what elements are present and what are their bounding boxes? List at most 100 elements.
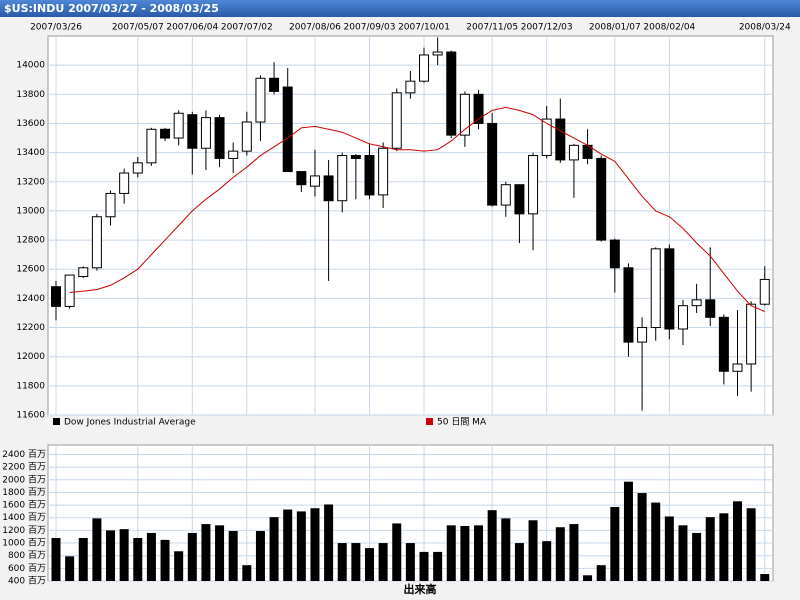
volume-bar <box>106 530 116 581</box>
volume-bar <box>364 548 374 581</box>
legend-label: Dow Jones Industrial Average <box>64 418 196 428</box>
y-tick-label: 1000 百万 <box>2 538 46 549</box>
volume-bar <box>446 525 456 581</box>
x-axis-title: 出来高 <box>404 582 437 596</box>
candle-body <box>255 77 266 123</box>
volume-bar <box>337 543 347 581</box>
volume-bar <box>733 501 742 581</box>
volume-bar <box>392 523 402 581</box>
y-tick-label: 1600 百万 <box>2 500 46 511</box>
candle-body <box>705 299 716 318</box>
volume-bar <box>610 506 620 581</box>
candle-body <box>391 92 402 149</box>
candle-body <box>650 248 661 329</box>
volume-bar <box>119 529 129 581</box>
volume-bar <box>92 518 102 581</box>
volume-bar <box>569 524 579 581</box>
volume-bar <box>692 532 702 581</box>
y-tick-label: 12600 <box>16 265 45 275</box>
candle-body <box>500 184 511 206</box>
candle-body <box>664 248 675 330</box>
y-tick-label: 1400 百万 <box>2 512 46 523</box>
volume-bar <box>487 510 497 581</box>
x-tick-label: 2007/12/03 <box>521 23 573 33</box>
volume-bar <box>651 502 661 581</box>
candle-body <box>64 274 75 307</box>
volume-bar <box>78 537 88 581</box>
volume-bar <box>637 493 647 581</box>
title-bar <box>0 0 800 17</box>
candle-body <box>691 299 702 307</box>
volume-bar <box>528 520 538 581</box>
candle-body <box>160 128 171 139</box>
candle-body <box>459 93 470 136</box>
y-tick-label: 800 百万 <box>8 550 46 561</box>
y-tick-label: 1800 百万 <box>2 487 46 498</box>
candle-body <box>200 117 211 149</box>
y-tick-label: 12800 <box>16 236 45 246</box>
candle-body <box>637 327 648 343</box>
candle-body <box>173 112 184 139</box>
volume-bar <box>419 551 429 581</box>
x-tick-label: 2007/10/01 <box>398 23 450 33</box>
y-tick-label: 400 百万 <box>8 576 46 587</box>
volume-bar <box>596 565 606 581</box>
candle-body <box>419 54 430 82</box>
volume-bar <box>255 531 265 581</box>
volume-bar <box>174 551 184 581</box>
volume-bar <box>719 513 729 581</box>
volume-bar <box>296 511 306 581</box>
candle-body <box>91 216 102 269</box>
volume-bar <box>283 509 293 581</box>
x-tick-label: 2007/03/26 <box>30 23 82 33</box>
volume-bar <box>705 517 715 581</box>
volume-bar <box>555 527 565 581</box>
candle-body <box>432 51 443 56</box>
candle-body <box>568 144 579 161</box>
candle-body <box>228 150 239 159</box>
y-tick-label: 14000 <box>16 61 45 71</box>
candle-body <box>119 172 130 194</box>
x-tick-label: 2008/02/04 <box>643 23 695 33</box>
y-tick-label: 13400 <box>16 148 45 158</box>
candle-body <box>296 171 307 186</box>
volume-bar <box>324 504 334 581</box>
legend-swatch <box>426 418 433 425</box>
x-tick-label: 2008/01/07 <box>589 23 641 33</box>
volume-bar <box>269 517 279 581</box>
candle-body <box>187 114 198 149</box>
volume-bar <box>51 537 61 581</box>
candle-body <box>596 157 607 241</box>
x-tick-label: 2007/08/06 <box>289 23 341 33</box>
y-tick-label: 2200 百万 <box>2 462 46 473</box>
volume-bar <box>678 525 688 581</box>
volume-bar <box>228 531 238 581</box>
volume-bar <box>583 575 593 581</box>
y-tick-label: 13200 <box>16 177 45 187</box>
volume-bar <box>664 516 674 581</box>
x-tick-label: 2007/09/03 <box>344 23 396 33</box>
candle-body <box>514 184 525 215</box>
volume-bar <box>65 556 75 581</box>
candle-body <box>609 239 620 269</box>
x-tick-label: 2007/07/02 <box>221 23 273 33</box>
volume-bar <box>215 525 225 581</box>
candle-body <box>541 118 552 157</box>
volume-bar <box>378 543 388 581</box>
moving-average-line <box>69 106 765 312</box>
volume-bar <box>351 543 361 581</box>
candle-body <box>51 286 61 307</box>
candle-body <box>105 192 116 218</box>
volume-bar <box>201 524 211 581</box>
candle-body <box>214 117 225 159</box>
candle-body <box>132 162 143 174</box>
candle-body <box>555 118 566 161</box>
volume-bar <box>460 525 470 581</box>
volume-bar <box>405 543 415 581</box>
candle-body <box>78 267 89 278</box>
volume-bar <box>133 537 143 581</box>
y-tick-label: 11800 <box>16 381 45 391</box>
candle-body <box>677 305 688 330</box>
y-tick-label: 12200 <box>16 323 45 333</box>
